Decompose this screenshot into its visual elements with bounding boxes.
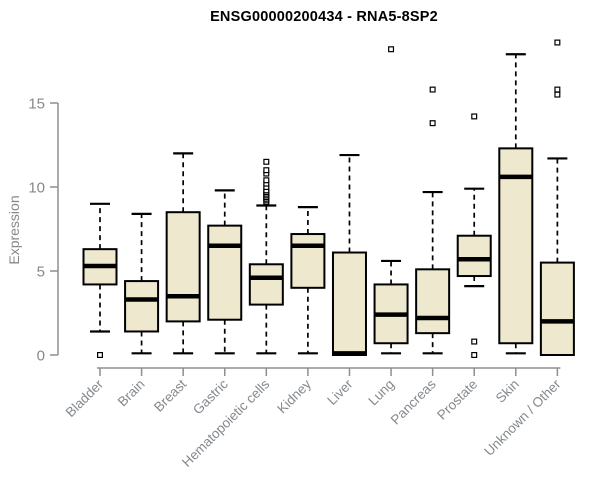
box-rect bbox=[165, 211, 201, 323]
y-tick-label: 5 bbox=[37, 264, 45, 281]
outlier-point bbox=[388, 46, 395, 53]
boxplot-breast bbox=[165, 152, 201, 355]
boxplot-liver bbox=[331, 153, 367, 357]
boxplot-kidney bbox=[290, 206, 326, 355]
boxplot-lung bbox=[373, 46, 409, 355]
box-rect bbox=[456, 234, 492, 278]
outlier-point bbox=[429, 120, 436, 127]
boxplot-prostate bbox=[456, 113, 492, 359]
box-rect bbox=[539, 261, 575, 357]
x-tick-label-unknown-other: Unknown / Other bbox=[481, 376, 564, 459]
outlier-point bbox=[96, 352, 103, 359]
y-axis: 0 5 10 15 bbox=[28, 96, 59, 365]
outlier-point bbox=[263, 177, 270, 184]
outlier-point bbox=[471, 352, 478, 359]
box-rect bbox=[207, 224, 243, 321]
outlier-point bbox=[429, 86, 436, 93]
outlier-point bbox=[554, 86, 561, 93]
boxplot-gastric bbox=[207, 189, 243, 355]
outlier-point bbox=[554, 39, 561, 46]
x-tick-label-gastric: Gastric bbox=[190, 376, 231, 417]
chart-title: ENSG00000200434 - RNA5-8SP2 bbox=[210, 9, 438, 25]
x-tick-label-breast: Breast bbox=[151, 376, 189, 414]
x-tick-label-lung: Lung bbox=[365, 377, 397, 409]
box-rect bbox=[248, 263, 284, 306]
boxplot-skin bbox=[498, 53, 534, 355]
boxplot-bladder bbox=[82, 202, 118, 359]
boxplot-hematopoietic-cells bbox=[248, 158, 284, 355]
box-rect bbox=[415, 268, 451, 335]
outlier-point bbox=[263, 158, 270, 165]
box-rect bbox=[124, 280, 160, 333]
x-tick-label-kidney: Kidney bbox=[274, 376, 314, 416]
outlier-point bbox=[263, 167, 270, 174]
boxplot-brain bbox=[124, 212, 160, 355]
boxplot-unknown-other bbox=[539, 39, 575, 357]
x-tick-label-brain: Brain bbox=[115, 377, 148, 410]
y-tick-label: 15 bbox=[28, 96, 45, 113]
outlier-point bbox=[471, 338, 478, 345]
outlier-point bbox=[471, 113, 478, 120]
x-tick-label-skin: Skin bbox=[493, 377, 522, 406]
box-rect bbox=[498, 147, 534, 345]
box-rect bbox=[331, 251, 367, 357]
boxplot-pancreas bbox=[415, 86, 451, 355]
y-tick-label: 0 bbox=[37, 348, 45, 365]
x-tick-label-bladder: Bladder bbox=[63, 376, 107, 420]
x-tick-label-prostate: Prostate bbox=[434, 377, 480, 423]
y-tick-label: 10 bbox=[28, 180, 45, 197]
box-rect bbox=[290, 233, 326, 289]
outlier-point bbox=[554, 91, 561, 98]
x-tick-label-pancreas: Pancreas bbox=[388, 376, 439, 427]
x-tick-label-liver: Liver bbox=[324, 376, 356, 408]
